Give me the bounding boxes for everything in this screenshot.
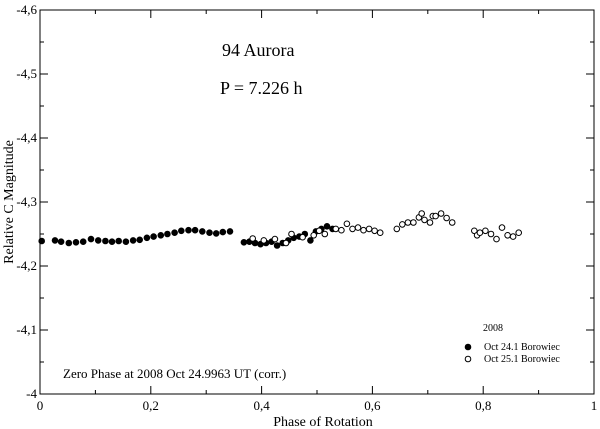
data-point-oct24 [273,242,281,249]
data-point-oct25 [493,235,500,243]
data-point-oct25 [421,216,428,224]
data-point-oct24 [191,226,199,234]
data-point-oct25 [404,219,412,226]
data-point-oct24 [164,230,171,238]
data-point-oct24 [157,232,165,239]
data-point-oct24 [79,238,87,245]
data-point-oct25 [482,227,489,235]
data-point-oct25 [288,230,295,238]
data-point-oct24 [206,229,213,236]
data-point-oct24 [226,228,234,235]
legend-marker-filled [464,343,472,351]
data-point-oct25 [443,214,450,222]
data-point-oct25 [393,225,401,233]
data-point-oct24 [185,226,192,234]
legend: 2008 Oct 24.1 Borowiec Oct 25.1 Borowiec [464,323,560,365]
data-point-oct24 [307,237,314,244]
data-point-oct24 [171,229,178,236]
data-point-oct25 [332,225,340,233]
legend-label-oct24: Oct 24.1 Borowiec [484,342,560,353]
data-point-oct24 [102,237,109,245]
data-point-oct24 [108,238,116,245]
data-point-oct24 [323,223,331,230]
data-point-oct25 [515,229,523,236]
data-point-oct25 [487,230,495,238]
data-point-oct24 [143,234,151,242]
x-axis-title: Phase of Rotation [273,415,373,429]
data-point-oct25 [260,237,268,244]
chart-subtitle: P = 7.226 h [220,78,303,98]
data-point-oct25 [321,230,329,238]
plot-frame [39,9,595,395]
data-point-oct25 [437,210,445,217]
x-tick-label: 0,4 [253,398,270,413]
zero-phase-annotation: Zero Phase at 2008 Oct 24.9963 UT (corr.… [63,366,286,381]
data-point-oct25 [376,229,384,236]
y-tick-label: -4 [26,386,37,401]
x-tick-label: 0,6 [364,398,381,413]
data-point-oct25 [282,239,290,247]
x-tick-label: 0,8 [475,398,491,413]
data-point-oct24 [94,237,102,244]
data-point-oct25 [432,212,439,220]
data-point-oct24 [136,236,143,244]
data-point-oct24 [51,237,59,244]
data-point-oct25 [360,226,367,234]
data-point-oct24 [199,228,206,235]
data-point-oct25 [476,229,484,236]
y-axis-title: Relative C Magnitude [2,140,17,264]
data-point-oct24 [72,239,80,246]
data-point-oct25 [310,232,318,239]
legend-marker-open [464,355,472,363]
data-point-oct24 [178,227,185,235]
data-point-oct25 [504,232,511,239]
y-tick-label: -4,6 [16,2,37,17]
x-tick-label: 0 [37,398,44,413]
data-point-oct25 [271,235,279,243]
data-point-oct25 [371,227,378,235]
data-point-oct25 [426,219,434,226]
data-point-oct25 [354,224,362,231]
legend-label-oct25: Oct 25.1 Borowiec [484,354,560,365]
y-tick-label: -4,1 [16,322,37,337]
y-tick-label: -4,3 [16,194,37,209]
data-point-oct24 [65,239,73,247]
data-point-oct24 [219,228,227,236]
y-tick-label: -4,4 [16,130,37,145]
data-point-oct24 [212,230,220,237]
data-point-oct25 [498,224,506,231]
x-tick-label: 0,2 [143,398,159,413]
data-point-oct25 [299,233,306,241]
data-point-oct25 [249,235,256,242]
data-point-oct24 [150,233,157,240]
data-points [38,210,523,249]
data-point-oct25 [315,227,323,235]
data-point-oct24 [122,238,130,245]
data-point-oct24 [57,238,65,245]
data-point-oct25 [349,225,356,233]
y-tick-label: -4,2 [16,258,37,273]
data-point-oct25 [343,220,351,228]
data-point-oct24 [115,237,122,245]
data-point-oct25 [365,225,373,233]
x-tick-label: 1 [591,398,598,413]
data-point-oct25 [410,219,417,226]
data-point-oct25 [448,219,456,226]
data-point-oct25 [338,226,345,234]
legend-title: 2008 [483,323,503,334]
data-point-oct25 [418,210,426,217]
chart-title: 94 Aurora [222,40,294,60]
axis-ticks: 0 0,2 0,4 0,6 0,8 1 -4,6 -4,5 -4,4 -4,3 -4,2 -4,1 -4 [16,2,597,413]
y-tick-label: -4,5 [16,66,37,81]
data-point-oct25 [399,221,406,228]
data-point-oct24 [240,239,248,246]
data-point-oct24 [129,237,137,244]
data-point-oct25 [509,233,517,240]
data-point-oct24 [38,237,46,245]
data-point-oct24 [87,235,95,243]
